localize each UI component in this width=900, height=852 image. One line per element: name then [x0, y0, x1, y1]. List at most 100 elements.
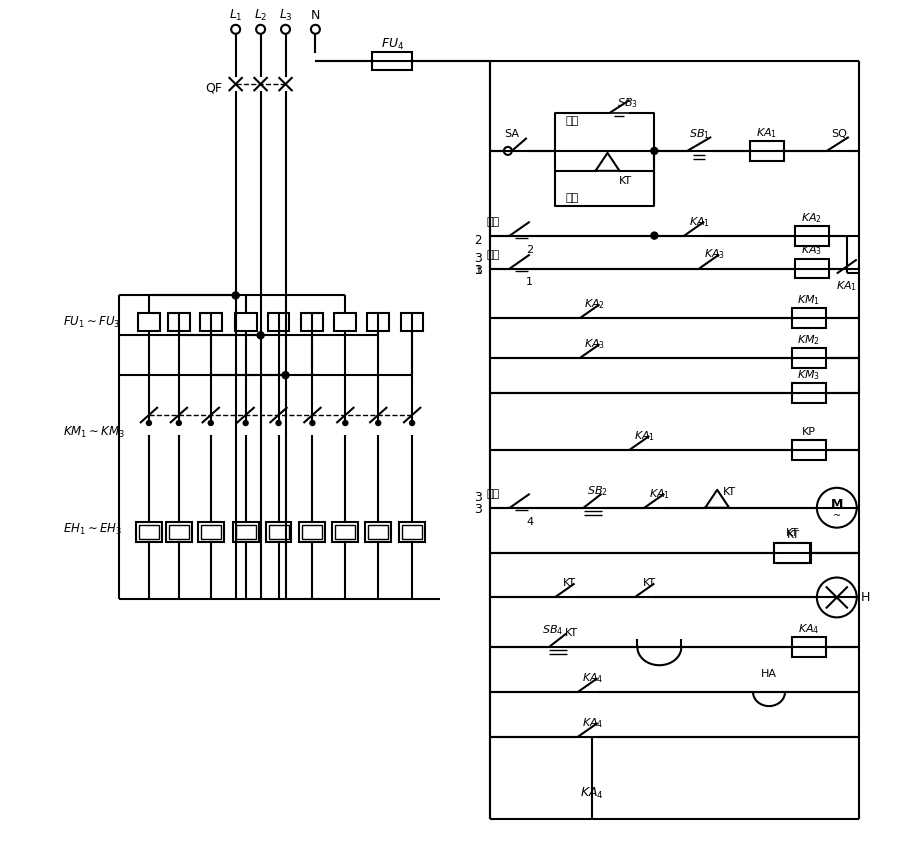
Text: M: M	[831, 498, 843, 511]
Bar	[169, 525, 189, 538]
Text: $SB_4$: $SB_4$	[542, 624, 563, 637]
Bar	[236, 525, 256, 538]
Bar	[373, 52, 412, 70]
Text: H: H	[860, 591, 870, 604]
Bar	[750, 141, 784, 161]
Text: $KA_1$: $KA_1$	[756, 126, 778, 140]
Text: $KA_1$: $KA_1$	[634, 429, 655, 443]
Text: $L_3$: $L_3$	[279, 8, 292, 23]
Bar	[267, 314, 290, 331]
Text: KT: KT	[564, 628, 578, 638]
Bar	[774, 543, 810, 562]
Bar	[400, 521, 425, 542]
Bar	[777, 543, 811, 562]
Text: $KA_1$: $KA_1$	[688, 215, 710, 228]
Circle shape	[231, 25, 240, 34]
Text: 上限: 上限	[487, 216, 500, 227]
Text: 手动: 手动	[565, 116, 579, 126]
Bar	[166, 521, 192, 542]
Text: 1: 1	[474, 264, 482, 277]
Bar	[368, 525, 388, 538]
Circle shape	[817, 578, 857, 618]
Text: KT: KT	[563, 579, 576, 589]
Bar	[795, 258, 829, 279]
Bar	[335, 314, 356, 331]
Circle shape	[282, 371, 289, 378]
Bar	[138, 314, 160, 331]
Text: $KM_2$: $KM_2$	[797, 333, 821, 347]
Bar	[200, 314, 221, 331]
Text: $SB_2$: $SB_2$	[587, 484, 608, 498]
Circle shape	[243, 421, 248, 425]
Text: $L_2$: $L_2$	[254, 8, 267, 23]
Text: SA: SA	[504, 129, 519, 139]
Circle shape	[310, 25, 320, 34]
Circle shape	[343, 421, 347, 425]
Bar	[235, 314, 256, 331]
Bar	[198, 521, 224, 542]
Bar	[302, 525, 322, 538]
Text: 3: 3	[474, 252, 482, 265]
Bar	[336, 525, 356, 538]
Text: KT: KT	[786, 527, 798, 538]
Circle shape	[410, 421, 415, 425]
Text: 下限: 下限	[487, 489, 500, 498]
Text: 4: 4	[526, 516, 534, 527]
Bar	[792, 637, 826, 657]
Bar	[168, 314, 190, 331]
Text: $KM_3$: $KM_3$	[797, 368, 821, 382]
Text: 1: 1	[526, 278, 534, 287]
Text: 2: 2	[526, 245, 534, 255]
Bar	[201, 525, 220, 538]
Bar	[792, 440, 826, 460]
Circle shape	[147, 421, 151, 425]
Text: 2: 2	[474, 234, 482, 247]
Text: $KA_4$: $KA_4$	[580, 786, 603, 802]
Circle shape	[176, 421, 181, 425]
Bar	[266, 521, 292, 542]
Text: $SB_1$: $SB_1$	[688, 127, 710, 141]
Bar	[792, 308, 826, 328]
Text: KT: KT	[619, 176, 632, 186]
Bar	[401, 314, 423, 331]
Bar	[365, 521, 392, 542]
Text: $KA_1$: $KA_1$	[836, 279, 858, 293]
Text: 3: 3	[474, 492, 482, 504]
Circle shape	[817, 488, 857, 527]
Text: 下限: 下限	[487, 250, 500, 260]
Circle shape	[651, 147, 658, 154]
Circle shape	[257, 331, 264, 339]
Text: KT: KT	[788, 530, 800, 539]
Text: $KA_4$: $KA_4$	[581, 671, 603, 685]
Text: $KA_3$: $KA_3$	[584, 337, 605, 351]
Text: SQ: SQ	[831, 129, 847, 139]
Text: $KA_2$: $KA_2$	[801, 210, 823, 225]
Text: $SB_3$: $SB_3$	[617, 96, 638, 110]
Circle shape	[256, 25, 266, 34]
Bar	[268, 525, 289, 538]
Text: $KA_3$: $KA_3$	[801, 244, 823, 257]
Text: $KM_1$: $KM_1$	[797, 293, 821, 308]
Text: 3: 3	[474, 264, 482, 277]
Circle shape	[651, 232, 658, 239]
Text: KT: KT	[723, 486, 735, 497]
Circle shape	[504, 147, 512, 155]
Text: ~: ~	[832, 510, 841, 521]
Text: $FU_1\sim FU_3$: $FU_1\sim FU_3$	[63, 314, 121, 330]
Bar	[792, 348, 826, 368]
Text: $KA_2$: $KA_2$	[584, 297, 605, 311]
Bar	[300, 521, 326, 542]
Bar	[554, 113, 654, 205]
Text: QF: QF	[206, 82, 222, 95]
Text: KP: KP	[802, 427, 816, 437]
Text: KT: KT	[643, 579, 656, 589]
Text: $KA_3$: $KA_3$	[704, 248, 725, 262]
Bar	[302, 314, 323, 331]
Text: $KA_1$: $KA_1$	[649, 486, 670, 501]
Text: $L_1$: $L_1$	[229, 8, 242, 23]
Bar	[332, 521, 358, 542]
Bar	[139, 525, 159, 538]
Bar	[792, 383, 826, 403]
Text: 自动: 自动	[565, 193, 579, 203]
Bar	[233, 521, 258, 542]
